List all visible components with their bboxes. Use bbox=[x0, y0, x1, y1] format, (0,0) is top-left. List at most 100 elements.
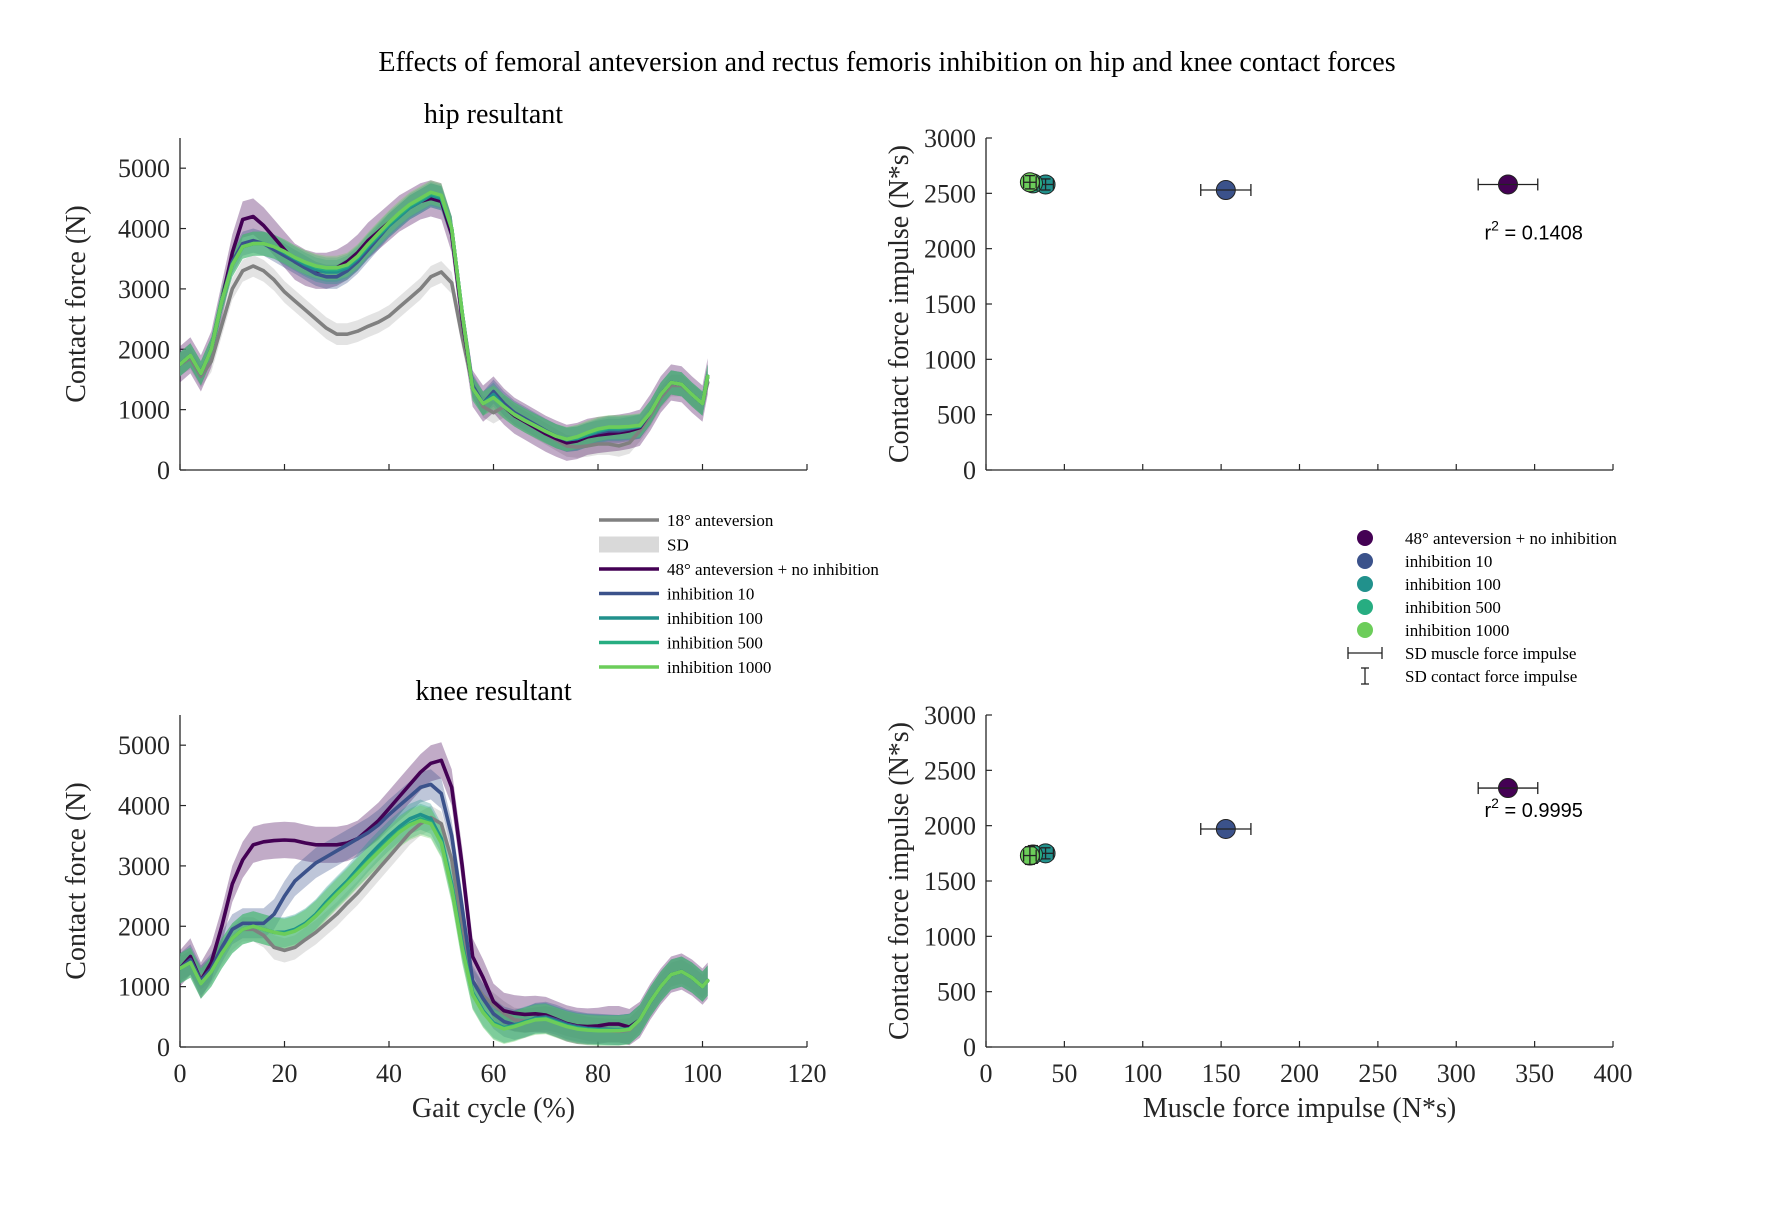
y-tick-label: 2000 bbox=[924, 812, 976, 841]
legend-entry-48deg-anteversion-no-inhibition: 48° anteversion + no inhibition bbox=[599, 560, 879, 579]
point-inhibition-1000 bbox=[1019, 845, 1040, 866]
legend-label: inhibition 10 bbox=[1405, 552, 1492, 571]
y-axis-label: Contact force impulse (N*s) bbox=[884, 722, 915, 1040]
y-tick-label: 1500 bbox=[924, 867, 976, 896]
y-tick-label: 2000 bbox=[118, 335, 170, 364]
y-tick-label: 3000 bbox=[924, 124, 976, 153]
series-line-48deg-anteversion-no-inhibition bbox=[180, 758, 710, 1029]
legend-label: inhibition 1000 bbox=[667, 658, 771, 677]
chart-title: hip resultant bbox=[424, 99, 563, 130]
x-tick-label: 60 bbox=[481, 1059, 507, 1088]
y-tick-label: 4000 bbox=[118, 215, 170, 244]
legend-entry-inhibition-100: inhibition 100 bbox=[1357, 575, 1501, 594]
x-tick-label: 0 bbox=[174, 1059, 187, 1088]
x-tick-label: 50 bbox=[1051, 1059, 1077, 1088]
y-tick-label: 2500 bbox=[924, 179, 976, 208]
x-tick-label: 20 bbox=[272, 1059, 298, 1088]
x-tick-label: 400 bbox=[1594, 1059, 1633, 1088]
x-tick-label: 80 bbox=[585, 1059, 611, 1088]
legend-swatch-patch bbox=[599, 536, 659, 553]
point-inhibition-1000 bbox=[1019, 172, 1040, 193]
point-inhibition-10 bbox=[1200, 818, 1252, 839]
y-tick-label: 0 bbox=[157, 456, 170, 485]
y-tick-label: 500 bbox=[937, 978, 976, 1007]
y-tick-label: 5000 bbox=[118, 731, 170, 760]
chart-panel-0: 0 1000 2000 3000 4000 5000 hip resultant Contac… bbox=[61, 99, 808, 485]
y-tick-label: 1500 bbox=[924, 290, 976, 319]
legend-label: SD muscle force impulse bbox=[1405, 644, 1576, 663]
legend-swatch-dot bbox=[1357, 599, 1373, 615]
legend-line-plots: 18° anteversion SD 48° anteversion + no in… bbox=[599, 511, 879, 677]
legend-label: SD bbox=[667, 536, 689, 555]
x-tick-label: 300 bbox=[1437, 1059, 1476, 1088]
r-superscript: 2 bbox=[1491, 217, 1499, 233]
r-symbol: r bbox=[1484, 800, 1491, 822]
legend-label: inhibition 500 bbox=[667, 634, 763, 653]
r-squared-annotation: r2 = 0.1408 bbox=[1484, 217, 1582, 244]
y-tick-label: 0 bbox=[963, 1033, 976, 1062]
legend-label: 48° anteversion + no inhibition bbox=[1405, 529, 1617, 548]
x-tick-label: 120 bbox=[788, 1059, 827, 1088]
legend-scatter-plots: 48° anteversion + no inhibition inhibitio… bbox=[1347, 529, 1617, 686]
legend-swatch-dot bbox=[1357, 530, 1373, 546]
point-48deg-anteversion-no-inhibition bbox=[1477, 778, 1539, 799]
y-tick-label: 2500 bbox=[924, 756, 976, 785]
x-tick-label: 100 bbox=[1123, 1059, 1162, 1088]
legend-label: inhibition 500 bbox=[1405, 598, 1501, 617]
y-tick-label: 1000 bbox=[924, 345, 976, 374]
legend-label: inhibition 10 bbox=[667, 585, 754, 604]
legend-label: inhibition 100 bbox=[1405, 575, 1501, 594]
legend-label: 18° anteversion bbox=[667, 511, 774, 530]
x-tick-label: 0 bbox=[980, 1059, 993, 1088]
y-tick-label: 500 bbox=[937, 401, 976, 430]
y-tick-label: 2000 bbox=[118, 912, 170, 941]
x-axis-label: Gait cycle (%) bbox=[412, 1093, 575, 1124]
legend-swatch-dot bbox=[1357, 553, 1373, 569]
y-tick-label: 0 bbox=[963, 456, 976, 485]
chart-panel-2: 0 500 1000 1500 2000 2500 3000 Contact force im… bbox=[884, 124, 1614, 485]
x-tick-label: 40 bbox=[376, 1059, 402, 1088]
plot-area bbox=[180, 180, 710, 461]
legend-entry-inhibition-10: inhibition 10 bbox=[599, 585, 754, 604]
r-symbol: r bbox=[1484, 222, 1491, 244]
legend-label: 48° anteversion + no inhibition bbox=[667, 560, 879, 579]
y-tick-label: 0 bbox=[157, 1033, 170, 1062]
y-tick-label: 2000 bbox=[924, 235, 976, 264]
x-tick-label: 350 bbox=[1515, 1059, 1554, 1088]
legend-swatch-dot bbox=[1357, 622, 1373, 638]
legend-swatch-dot bbox=[1357, 576, 1373, 592]
point-inhibition-10 bbox=[1200, 180, 1252, 201]
chart-title: knee resultant bbox=[415, 676, 571, 707]
r-squared-annotation: r2 = 0.9995 bbox=[1484, 795, 1582, 822]
y-tick-label: 1000 bbox=[924, 922, 976, 951]
legend-entry-sd: SD bbox=[599, 536, 689, 555]
y-tick-label: 5000 bbox=[118, 154, 170, 183]
legend-label: SD contact force impulse bbox=[1405, 667, 1577, 686]
y-tick-label: 1000 bbox=[118, 973, 170, 1002]
y-tick-label: 1000 bbox=[118, 396, 170, 425]
series-line-inhibition-1000 bbox=[180, 190, 710, 442]
r-superscript: 2 bbox=[1491, 795, 1499, 811]
figure-title: Effects of femoral anteversion and rectu… bbox=[378, 47, 1395, 78]
y-axis-label: Contact force (N) bbox=[61, 782, 92, 979]
r-value: = 0.1408 bbox=[1499, 222, 1583, 244]
legend-entry-inhibition-10: inhibition 10 bbox=[1357, 552, 1492, 571]
r-value: = 0.9995 bbox=[1499, 800, 1583, 822]
y-tick-label: 3000 bbox=[118, 275, 170, 304]
x-tick-label: 100 bbox=[683, 1059, 722, 1088]
chart-panel-1: 0 1000 2000 3000 4000 5000 0 20 40 60 80 100 120 knee… bbox=[61, 676, 827, 1124]
y-tick-label: 3000 bbox=[924, 701, 976, 730]
series-line-18deg-anteversion bbox=[180, 264, 710, 449]
legend-entry-48deg-anteversion-no-inhibition: 48° anteversion + no inhibition bbox=[1357, 529, 1617, 548]
series-line-inhibition-1000 bbox=[180, 818, 710, 1033]
x-tick-label: 200 bbox=[1280, 1059, 1319, 1088]
y-tick-label: 4000 bbox=[118, 792, 170, 821]
legend-label: inhibition 1000 bbox=[1405, 621, 1509, 640]
point-48deg-anteversion-no-inhibition bbox=[1477, 174, 1539, 195]
chart-panel-3: 0 500 1000 1500 2000 2500 3000 0 50 100 150 200 250 3… bbox=[884, 701, 1633, 1124]
x-tick-label: 150 bbox=[1202, 1059, 1241, 1088]
legend-entry-inhibition-500: inhibition 500 bbox=[1357, 598, 1501, 617]
sd-band-inhibition-10 bbox=[180, 769, 708, 1046]
